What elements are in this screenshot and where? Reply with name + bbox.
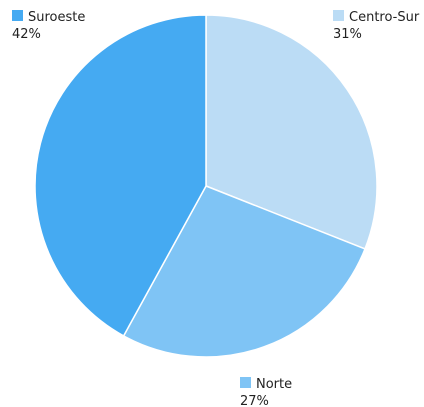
slice-label-centro-sur: Centro-Sur (349, 10, 420, 25)
slice-label-suroeste: Suroeste (28, 10, 85, 25)
pie-slice-centro-sur (205, 14, 378, 250)
pie-slice-norte (122, 185, 366, 358)
slice-percent-centro-sur: 31% (333, 27, 362, 42)
legend-swatch-suroeste (12, 10, 23, 21)
slice-percent-norte: 27% (240, 394, 269, 407)
slice-label-norte: Norte (256, 377, 292, 392)
pie-slices (34, 14, 378, 358)
pie-labels: Centro-Sur 31% Norte 27% Suroeste 42% (12, 10, 420, 407)
slice-percent-suroeste: 42% (12, 27, 41, 42)
legend-swatch-centro-sur (333, 10, 344, 21)
pie-slice-suroeste (34, 14, 207, 337)
legend-swatch-norte (240, 377, 251, 388)
